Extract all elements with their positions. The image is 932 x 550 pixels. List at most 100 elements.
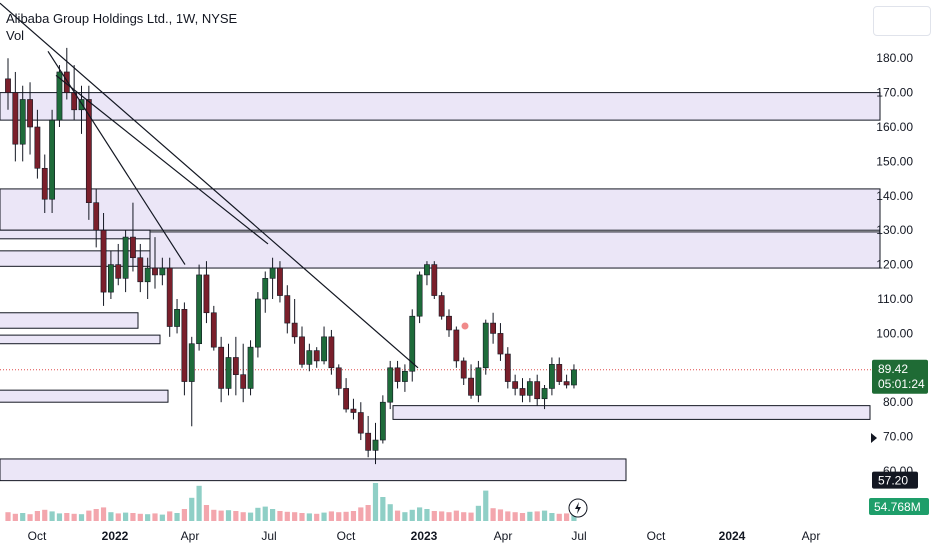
chart-legend: Alibaba Group Holdings Ltd., 1W, NYSE Vo…: [6, 10, 237, 44]
zone-rect-3: [392, 405, 871, 420]
candle-body: [181, 309, 188, 382]
volume-bar: [549, 513, 555, 521]
volume-bar: [159, 514, 165, 521]
left-zone-rect-2: [0, 312, 139, 329]
volume-bar: [505, 511, 511, 521]
candle-body: [401, 370, 408, 382]
candle-body: [240, 374, 247, 389]
volume-bar: [167, 511, 173, 521]
time-tick-label: Apr: [802, 529, 821, 543]
zone-rect-2: [149, 231, 881, 269]
lightning-icon[interactable]: [568, 498, 588, 518]
alert-marker: [461, 322, 469, 330]
time-tick-label: 2024: [719, 529, 746, 543]
volume-bar: [233, 511, 239, 521]
candle-body: [122, 236, 129, 279]
volume-bar: [189, 497, 195, 521]
candle-body: [41, 167, 48, 200]
candle-body: [166, 267, 173, 327]
candle-body: [174, 309, 180, 327]
price-tick-label: 170.00: [876, 86, 913, 100]
candle-body: [262, 278, 269, 300]
candle-body: [225, 357, 232, 389]
volume-bar: [56, 513, 63, 521]
volume-bar: [108, 512, 114, 521]
volume-bar: [145, 514, 151, 521]
price-tick-label: 130.00: [876, 223, 913, 237]
candle-body: [269, 267, 276, 279]
price-tick-label: 160.00: [876, 120, 913, 134]
volume-bar: [277, 511, 283, 521]
volume-bar: [431, 511, 437, 521]
candle-body: [512, 381, 519, 389]
volume-bar: [541, 510, 548, 521]
volume-bar: [203, 505, 210, 521]
volume-bar: [284, 511, 290, 521]
candle-body: [49, 119, 55, 200]
candle-body: [379, 401, 386, 441]
last-price-badge: [872, 359, 928, 394]
countdown-text: 05:01:24: [878, 377, 925, 391]
chart-toolbar-box[interactable]: [873, 6, 931, 36]
volume-bar: [49, 511, 55, 521]
candle-body: [232, 357, 239, 375]
candle-body: [343, 388, 349, 410]
price-tick-label: 150.00: [876, 154, 913, 168]
candle-body: [188, 343, 195, 382]
zone-rect-4: [0, 458, 627, 482]
volume-bar: [247, 512, 254, 521]
candle-body: [247, 346, 254, 389]
candle-body: [357, 412, 364, 434]
time-tick-label: Apr: [494, 529, 513, 543]
candle-body: [350, 408, 357, 413]
volume-label: Vol: [6, 28, 25, 43]
price-tick-label: 100.00: [876, 326, 913, 340]
volume-bar: [20, 513, 26, 521]
candle-body: [482, 322, 489, 369]
volume-bar: [115, 513, 121, 521]
candle-body: [5, 78, 11, 93]
volume-bar: [534, 511, 540, 521]
volume-bar: [86, 510, 92, 521]
time-tick-label: 2022: [102, 529, 129, 543]
volume-badge-text: 54.768M: [874, 500, 921, 514]
price-tick-label: 140.00: [876, 189, 913, 203]
candle-body: [306, 350, 313, 365]
candle-body: [144, 267, 151, 283]
candle-body: [137, 257, 144, 283]
volume-bar: [475, 505, 481, 521]
volume-bar: [417, 507, 423, 521]
support-price-badge: [872, 471, 918, 489]
left-zone-rect-4: [0, 389, 169, 403]
volume-bar: [100, 507, 107, 521]
candle-body: [409, 315, 416, 372]
candle-body: [504, 353, 511, 382]
volume-bar: [240, 512, 246, 521]
volume-bar: [350, 511, 357, 521]
candle-body: [34, 126, 41, 169]
candle-body: [27, 99, 33, 128]
candle-body: [78, 99, 85, 111]
volume-bar: [299, 513, 305, 521]
candle-body: [284, 295, 291, 324]
volume-bar: [497, 509, 504, 521]
volume-bar: [71, 513, 77, 521]
volume-bar: [270, 509, 276, 521]
volume-bar: [34, 511, 40, 521]
price-tick-label: 110.00: [877, 292, 913, 306]
volume-bar: [5, 512, 11, 521]
time-tick-label: Apr: [181, 529, 200, 543]
volume-bar: [358, 507, 364, 521]
volume-bar: [321, 512, 327, 521]
candle-body: [563, 381, 570, 386]
candle-body: [424, 264, 430, 276]
volume-bar: [292, 512, 298, 521]
candle-body: [152, 267, 158, 276]
volume-bar: [387, 504, 393, 521]
candle-body: [446, 315, 452, 331]
volume-bar: [468, 512, 474, 521]
volume-bar: [365, 505, 371, 521]
candle-body: [372, 439, 379, 451]
